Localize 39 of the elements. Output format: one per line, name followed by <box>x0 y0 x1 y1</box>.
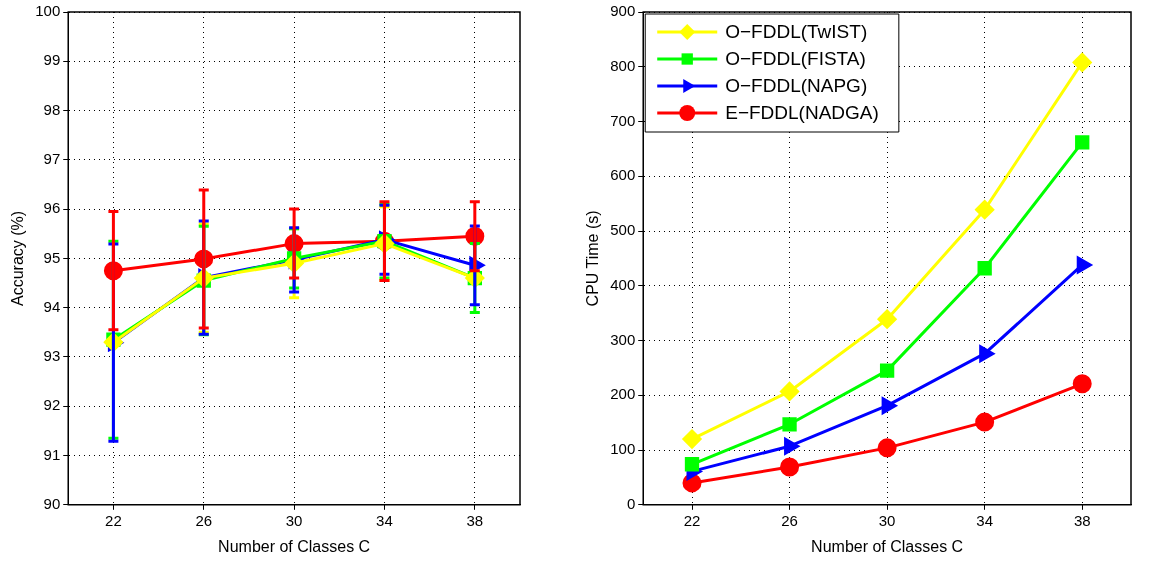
y-tick-label: 100 <box>610 440 636 458</box>
x-tick-label: 30 <box>285 511 303 529</box>
legend-label: O−FDDL(TwIST) <box>725 21 868 43</box>
y-tick-label: 97 <box>43 149 61 167</box>
y-tick-label: 99 <box>43 51 61 69</box>
legend-label: E−FDDL(NADGA) <box>725 102 879 124</box>
y-tick-label: 300 <box>610 330 636 348</box>
y-tick-label: 92 <box>43 396 61 414</box>
y-tick-label: 900 <box>610 2 636 20</box>
legend-label: O−FDDL(FISTA) <box>725 48 866 70</box>
x-tick-label: 34 <box>376 511 393 529</box>
y-tick-label: 600 <box>610 166 636 184</box>
y-tick-label: 90 <box>43 494 61 512</box>
x-tick-label: 38 <box>466 511 484 529</box>
y-tick-label: 0 <box>626 494 636 512</box>
y-tick-label: 91 <box>43 445 61 463</box>
y-tick-label: 400 <box>610 275 636 293</box>
x-tick-label: 38 <box>1073 511 1091 529</box>
x-tick-label: 26 <box>195 511 213 529</box>
x-tick-label: 22 <box>683 511 701 529</box>
y-tick-label: 94 <box>43 297 61 315</box>
x-tick-label: 26 <box>781 511 798 529</box>
x-tick-label: 34 <box>976 511 994 529</box>
legend-label: O−FDDL(NAPG) <box>725 75 868 97</box>
x-tick-label: 22 <box>105 511 122 529</box>
x-axis-title: Number of Classes C <box>218 537 371 555</box>
y-tick-label: 96 <box>43 199 61 217</box>
y-tick-label: 200 <box>610 385 636 403</box>
y-tick-label: 93 <box>43 347 61 365</box>
y-tick-label: 100 <box>35 2 61 20</box>
y-tick-label: 800 <box>610 56 636 74</box>
y-axis-title: Accuracy (%) <box>9 210 27 306</box>
y-tick-label: 500 <box>610 221 636 239</box>
y-tick-label: 98 <box>43 100 61 118</box>
y-axis-title: CPU Time (s) <box>584 210 602 307</box>
y-tick-label: 700 <box>610 111 636 129</box>
y-tick-label: 95 <box>43 248 61 266</box>
x-tick-label: 30 <box>878 511 896 529</box>
x-axis-title: Number of Classes C <box>811 537 964 555</box>
